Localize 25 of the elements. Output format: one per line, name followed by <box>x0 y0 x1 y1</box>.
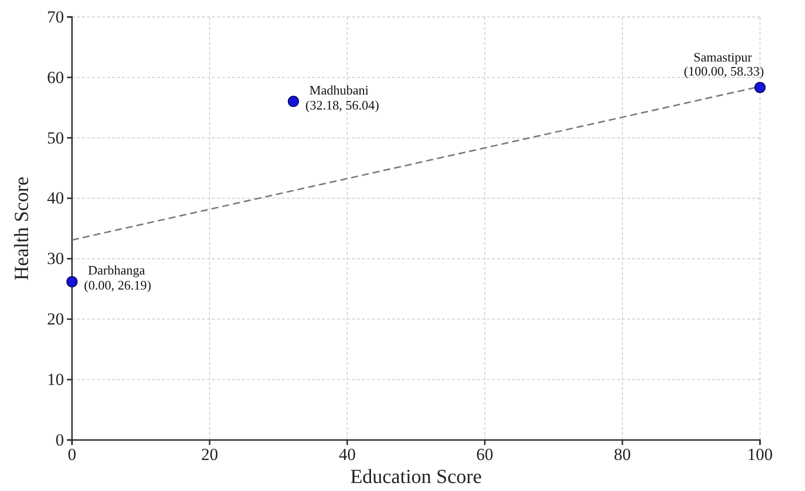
x-tick-label: 100 <box>747 445 773 464</box>
x-tick-label: 80 <box>614 445 631 464</box>
annotation: Samastipur <box>694 50 753 65</box>
y-tick-label: 10 <box>47 370 64 390</box>
x-tick-label: 40 <box>338 445 356 464</box>
annotation: Madhubani <box>309 82 369 98</box>
annotation: Darbhanga <box>88 262 146 278</box>
y-tick-label: 30 <box>47 249 64 268</box>
point <box>288 96 299 107</box>
point <box>754 82 766 94</box>
y-tick-label: 0 <box>56 430 64 450</box>
data-label: (32.18, 56.04) <box>305 97 380 112</box>
y-tick-label: 60 <box>47 68 64 87</box>
data-label: (100.00, 58.33) <box>684 64 764 79</box>
y-tick-label: 50 <box>47 128 64 148</box>
data-label: (0.00, 26.19) <box>84 278 152 293</box>
x-tick-label: 60 <box>476 445 494 464</box>
y-axis-title: Health Score <box>11 176 33 280</box>
x-tick-label: 0 <box>68 445 76 464</box>
x-axis-title: Education Score <box>350 466 482 488</box>
y-tick-label: 40 <box>47 188 64 208</box>
x-tick-label: 20 <box>201 445 218 464</box>
y-tick-label: 20 <box>47 310 64 329</box>
point <box>66 276 78 288</box>
y-tick-label: 70 <box>47 7 64 26</box>
